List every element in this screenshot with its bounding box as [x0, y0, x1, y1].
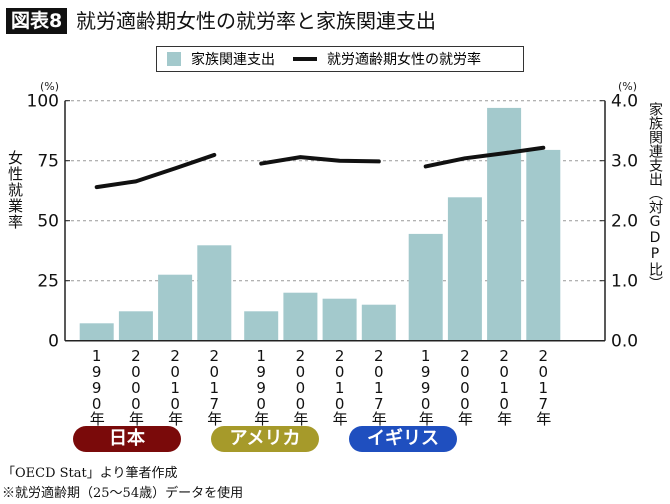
- x-tick-label: 2000年: [291, 347, 310, 424]
- right-tick-label: 4.0: [611, 92, 638, 112]
- group-label-japan: 日本: [73, 426, 181, 452]
- rate-line: [423, 145, 546, 169]
- legend-line-swatch: [293, 57, 317, 61]
- x-tick-label: 1990年: [416, 347, 435, 424]
- bar: [408, 233, 443, 341]
- right-axis-title: 家族関連支出（対GDP比）: [647, 102, 663, 290]
- group-label-usa: アメリカ: [211, 426, 319, 452]
- x-tick-label: 2010年: [166, 347, 185, 424]
- bar: [197, 245, 232, 341]
- bar: [487, 107, 522, 341]
- x-tick-label: 2010年: [330, 347, 349, 424]
- legend-bar-swatch: [167, 52, 181, 66]
- x-tick-label: 2017年: [369, 347, 388, 424]
- bar: [447, 197, 482, 341]
- left-tick-label: 0: [48, 332, 59, 352]
- bar: [526, 149, 561, 341]
- x-tick-label: 2010年: [495, 347, 514, 424]
- x-tick-label: 2017年: [205, 347, 224, 424]
- left-axis-title: 女性就業率: [6, 150, 24, 230]
- legend-bar-label: 家族関連支出: [191, 52, 275, 68]
- group-label-uk: イギリス: [349, 426, 457, 452]
- x-tick-label: 2000年: [455, 347, 474, 424]
- rate-line: [94, 152, 217, 190]
- bar: [322, 298, 357, 341]
- right-tick-label: 0.0: [611, 332, 638, 352]
- left-tick-label: 25: [37, 272, 59, 292]
- bar: [118, 311, 153, 341]
- right-tick-label: 1.0: [611, 272, 638, 292]
- x-tick-label: 2000年: [126, 347, 145, 424]
- bar: [361, 304, 396, 341]
- x-tick-label: 1990年: [87, 347, 106, 424]
- figure-badge: 図表8: [6, 8, 68, 34]
- left-tick-label: 75: [37, 152, 59, 172]
- bar: [79, 323, 114, 341]
- bar: [244, 311, 279, 341]
- chart-title: 就労適齢期女性の就労率と家族関連支出: [76, 9, 436, 33]
- x-tick-label: 1990年: [252, 347, 271, 424]
- left-axis-unit: (%): [40, 80, 60, 93]
- bar: [158, 274, 193, 341]
- left-tick-label: 100: [27, 92, 59, 112]
- footnote: ※就労適齢期（25〜54歳）データを使用: [2, 486, 244, 501]
- right-tick-label: 2.0: [611, 212, 638, 232]
- left-tick-label: 50: [37, 212, 59, 232]
- x-tick-label: 2017年: [534, 347, 553, 424]
- right-tick-label: 3.0: [611, 152, 638, 172]
- source-note: 「OECD Stat」より筆者作成: [2, 466, 178, 481]
- legend: 家族関連支出 就労適齢期女性の就労率: [156, 46, 524, 72]
- legend-line-label: 就労適齢期女性の就労率: [327, 52, 481, 68]
- bar: [283, 292, 318, 341]
- right-axis-unit: (%): [618, 80, 638, 93]
- rate-line: [259, 155, 381, 166]
